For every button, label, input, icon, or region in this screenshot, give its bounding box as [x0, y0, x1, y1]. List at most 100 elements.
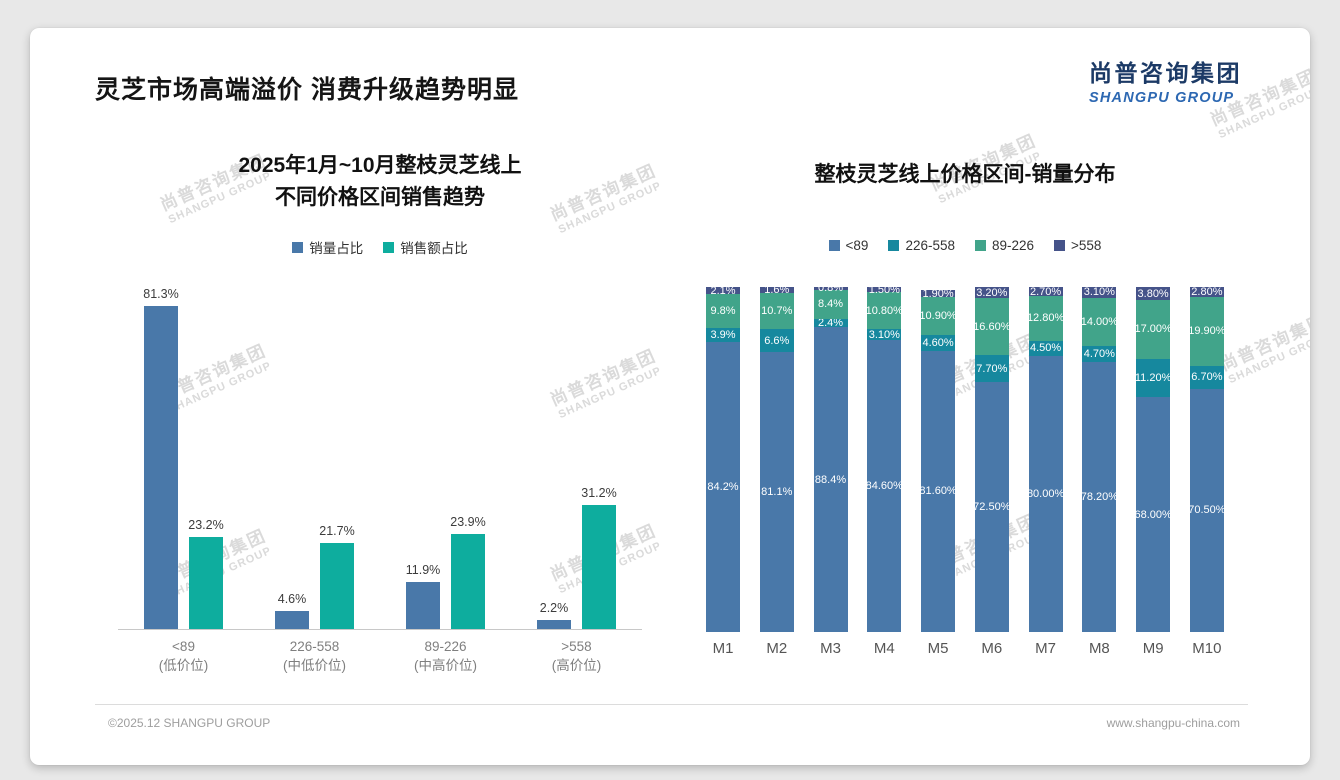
- bar-segment: 80.00%: [1028, 356, 1063, 632]
- bar-segment: 8.4%: [813, 289, 848, 319]
- segment-value-label: 19.90%: [1189, 325, 1224, 338]
- segment-value-label: 12.80%: [1028, 312, 1063, 325]
- left-chart-title-line1: 2025年1月~10月整枝灵芝线上: [238, 154, 522, 177]
- x-axis-label: M6: [981, 640, 1003, 657]
- bar-segment: 2.70%: [1028, 287, 1063, 298]
- legend-label: 226-558: [905, 237, 955, 253]
- segment-value-label: 81.1%: [761, 486, 793, 499]
- segment-value-label: 3.20%: [976, 287, 1008, 299]
- bar-segment: 1.90%: [921, 287, 956, 300]
- legend-item: 226-558: [888, 238, 955, 253]
- bar-value-label: 4.6%: [277, 592, 307, 606]
- x-axis-label-main: 226-558: [289, 639, 340, 654]
- segment-value-label: 10.7%: [761, 304, 793, 317]
- segment-value-label: 81.60%: [921, 485, 956, 498]
- x-axis-label: M10: [1192, 640, 1222, 657]
- x-axis-label-main: 89-226: [424, 639, 467, 654]
- bar-value-label: 21.7%: [319, 524, 355, 538]
- right-xlabels: M1 M2 M3 M4 M5 M6 M7 M8 M9 M10: [706, 640, 1224, 657]
- slide-card: 尚普咨询集团 SHANGPU GROUP 尚普咨询集团 SHANGPU GROUP 尚普…: [30, 28, 1310, 765]
- bar: 4.6%: [275, 592, 309, 629]
- bar-segment: 4.50%: [1028, 340, 1063, 356]
- right-plot: 84.2% 3.9% 9.8% 2.1% 81.1% 6.6% 10.7% 1.6% 88.4%…: [706, 287, 1224, 632]
- x-axis-label-sub: (低价位): [158, 657, 209, 673]
- bar-segment: 10.7%: [759, 292, 794, 330]
- x-axis-label-main: >558: [561, 639, 592, 654]
- bar-segment: 0.8%: [813, 287, 848, 294]
- segment-value-label: 2.4%: [817, 316, 844, 329]
- bar-segment: 84.2%: [706, 341, 740, 632]
- segment-value-label: 2.70%: [1029, 287, 1062, 298]
- segment-value-label: 68.00%: [1136, 508, 1171, 521]
- bar-group: 4.6% 21.7%: [275, 524, 355, 629]
- bar-segment: 10.80%: [867, 292, 902, 330]
- logo-text-cn: 尚普咨询集团: [1089, 60, 1242, 86]
- bar-segment: 3.20%: [974, 287, 1009, 299]
- bar: 81.3%: [143, 287, 179, 629]
- x-axis-label: M2: [766, 640, 788, 657]
- x-axis-label: M3: [820, 640, 841, 657]
- legend-label: <89: [845, 237, 869, 253]
- legend-label: 销售额占比: [400, 241, 468, 256]
- x-axis-label: M9: [1142, 640, 1164, 657]
- left-chart-title: 2025年1月~10月整枝灵芝线上 不同价格区间销售趋势: [90, 150, 670, 213]
- legend-label: 销量占比: [309, 241, 364, 256]
- segment-value-label: 84.2%: [707, 480, 739, 493]
- x-axis-label: M4: [873, 640, 895, 657]
- bar-segment: 81.1%: [759, 352, 794, 632]
- right-chart-title: 整枝灵芝线上价格区间-销量分布: [814, 163, 1116, 186]
- stacked-bar: 68.00% 11.20% 17.00% 3.80%: [1136, 287, 1171, 632]
- bar-group: 2.2% 31.2%: [537, 486, 617, 629]
- x-axis-label: <89 (低价位): [136, 638, 232, 676]
- bar-value-label: 2.2%: [539, 601, 569, 615]
- segment-value-label: 1.90%: [922, 287, 954, 300]
- page-title: 灵芝市场高端溢价 消费升级趋势明显: [95, 76, 519, 104]
- legend-swatch: [292, 241, 304, 253]
- segment-value-label: 80.00%: [1028, 488, 1063, 500]
- bar-value-label: 31.2%: [581, 486, 617, 500]
- bar: 11.9%: [406, 563, 440, 629]
- bar-segment: 2.4%: [813, 316, 848, 329]
- bar-segment: 68.00%: [1136, 397, 1171, 632]
- segment-value-label: 6.6%: [764, 334, 790, 347]
- bar-segment: 19.90%: [1189, 297, 1224, 366]
- segment-value-label: 6.70%: [1191, 371, 1223, 384]
- x-axis-label-sub: (中高价位): [414, 657, 477, 673]
- segment-value-label: 4.60%: [922, 336, 954, 349]
- segment-value-label: 2.80%: [1191, 287, 1223, 299]
- bar-segment: 3.80%: [1136, 287, 1171, 301]
- legend-swatch: [888, 239, 900, 251]
- left-chart-title-line2: 不同价格区间销售趋势: [275, 185, 485, 209]
- footer-url: www.shangpu-china.com: [1106, 716, 1240, 730]
- stacked-bar: 84.60% 3.10% 10.80% 1.50%: [867, 287, 902, 632]
- segment-value-label: 10.80%: [867, 304, 902, 317]
- bar-segment: 88.4%: [813, 327, 848, 632]
- segment-value-label: 9.8%: [710, 305, 736, 318]
- x-axis-label: M8: [1088, 640, 1110, 657]
- bar-segment: 6.6%: [759, 329, 794, 353]
- stacked-bar: 70.50% 6.70% 19.90% 2.80%: [1189, 287, 1224, 632]
- segment-value-label: 1.50%: [868, 287, 900, 296]
- left-plot: 81.3% 23.2% 4.6% 21.7% 11.9% 23.9% 2.2% 31.2%: [118, 287, 642, 630]
- bar-value-label: 23.9%: [450, 515, 486, 529]
- bar-group: 81.3% 23.2%: [143, 287, 224, 629]
- bar-segment: 11.20%: [1136, 358, 1171, 398]
- segment-value-label: 2.1%: [710, 287, 736, 297]
- right-chart-legend: <89 226-558 89-226 >558: [680, 238, 1250, 253]
- legend-item: 销量占比: [292, 237, 363, 257]
- x-axis-label-sub: (中低价位): [283, 657, 346, 673]
- bar-segment: 4.70%: [1082, 346, 1117, 363]
- legend-item: <89: [828, 237, 869, 253]
- bar-segment: 84.60%: [867, 340, 902, 632]
- segment-value-label: 11.20%: [1136, 372, 1171, 385]
- x-axis-label: 89-226 (中高价位): [398, 638, 494, 676]
- legend-swatch: [974, 239, 986, 251]
- bar: 2.2%: [537, 601, 571, 629]
- legend-swatch: [383, 241, 395, 253]
- bar-segment: 1.6%: [759, 287, 794, 296]
- segment-value-label: 16.60%: [974, 320, 1009, 333]
- segment-value-label: 4.50%: [1029, 342, 1062, 355]
- right-chart: 整枝灵芝线上价格区间-销量分布 <89 226-558 89-226 >558 84.…: [680, 150, 1250, 710]
- legend-swatch: [1054, 239, 1066, 251]
- left-chart-legend: 销量占比 销售额占比: [90, 237, 670, 257]
